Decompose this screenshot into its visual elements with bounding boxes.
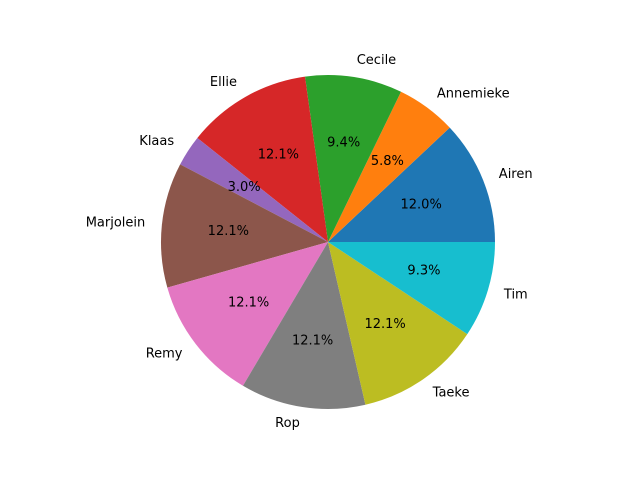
pie-slice-rop xyxy=(242,242,366,410)
percent-label-rop: 12.1% xyxy=(292,334,333,349)
percent-label-annemieke: 5.8% xyxy=(371,154,404,169)
pie-slice-airen xyxy=(328,127,495,242)
slice-label-rop: Rop xyxy=(275,416,300,431)
slice-label-cecile: Cecile xyxy=(357,53,396,68)
pie-labels: Airen 12.0% Annemieke 5.8% Cecile 9.4% Ellie 12… xyxy=(86,53,533,431)
percent-label-remy: 12.1% xyxy=(228,296,269,311)
pie-slice-annemieke xyxy=(328,91,450,242)
percent-label-marjolein: 12.1% xyxy=(208,224,249,239)
pie-slice-taeke xyxy=(328,242,468,405)
slice-label-tim: Tim xyxy=(503,287,528,302)
pie-slice-cecile xyxy=(304,75,401,243)
slice-label-klaas: Klaas xyxy=(139,134,174,149)
slice-label-taeke: Taeke xyxy=(432,385,470,400)
slice-label-airen: Airen xyxy=(499,167,533,182)
percent-label-ellie: 12.1% xyxy=(258,147,299,162)
pie-slice-klaas xyxy=(180,137,328,242)
percent-label-klaas: 3.0% xyxy=(228,180,261,195)
slice-label-marjolein: Marjolein xyxy=(86,215,146,230)
percent-label-tim: 9.3% xyxy=(407,263,440,278)
percent-label-cecile: 9.4% xyxy=(327,136,360,151)
slice-label-annemieke: Annemieke xyxy=(437,87,510,102)
pie-slice-tim xyxy=(328,242,495,335)
slice-label-ellie: Ellie xyxy=(210,75,237,90)
pie-slice-ellie xyxy=(197,76,328,242)
pie-slice-marjolein xyxy=(160,164,328,288)
slice-label-remy: Remy xyxy=(146,347,183,362)
pie-slice-remy xyxy=(167,242,328,386)
percent-label-taeke: 12.1% xyxy=(364,317,405,332)
pie-slices xyxy=(160,75,495,410)
percent-label-airen: 12.0% xyxy=(401,198,442,213)
